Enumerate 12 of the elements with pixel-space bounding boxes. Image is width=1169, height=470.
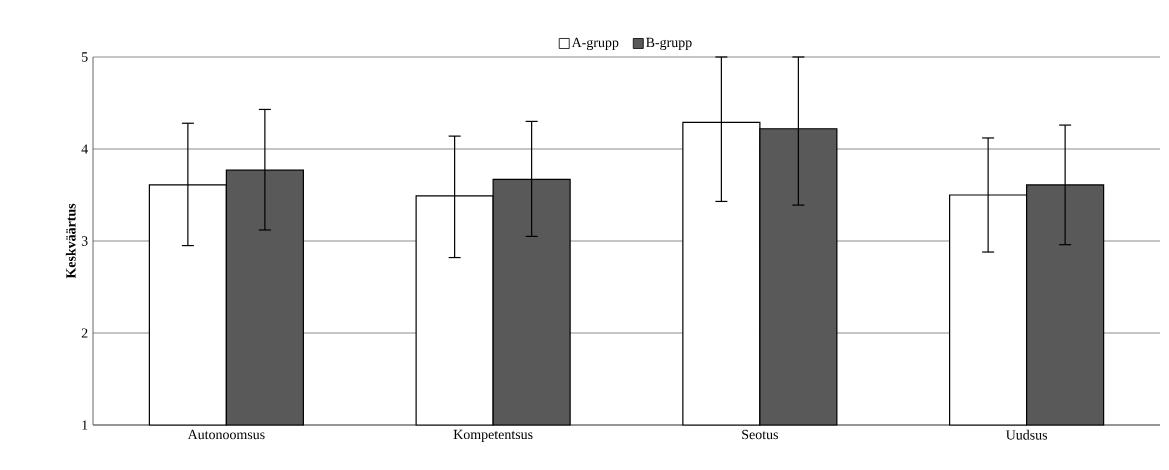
y-tick-label: 5 (81, 52, 88, 62)
y-tick-label: 4 (81, 144, 88, 154)
legend-label: B-grupp (646, 37, 692, 51)
y-tick-label: 1 (82, 420, 88, 430)
y-axis-title: Keskväärtus (65, 203, 76, 279)
x-tick-label: Uudsus (1005, 429, 1048, 440)
x-tick-label: Seotus (742, 429, 778, 440)
x-tick-label: Autonoomsus (187, 429, 265, 440)
y-tick-label: 3 (81, 236, 88, 246)
y-tick-label: 2 (81, 328, 88, 338)
legend-label: A-grupp (571, 37, 619, 51)
x-tick-label: Kompetentsus (453, 429, 533, 442)
